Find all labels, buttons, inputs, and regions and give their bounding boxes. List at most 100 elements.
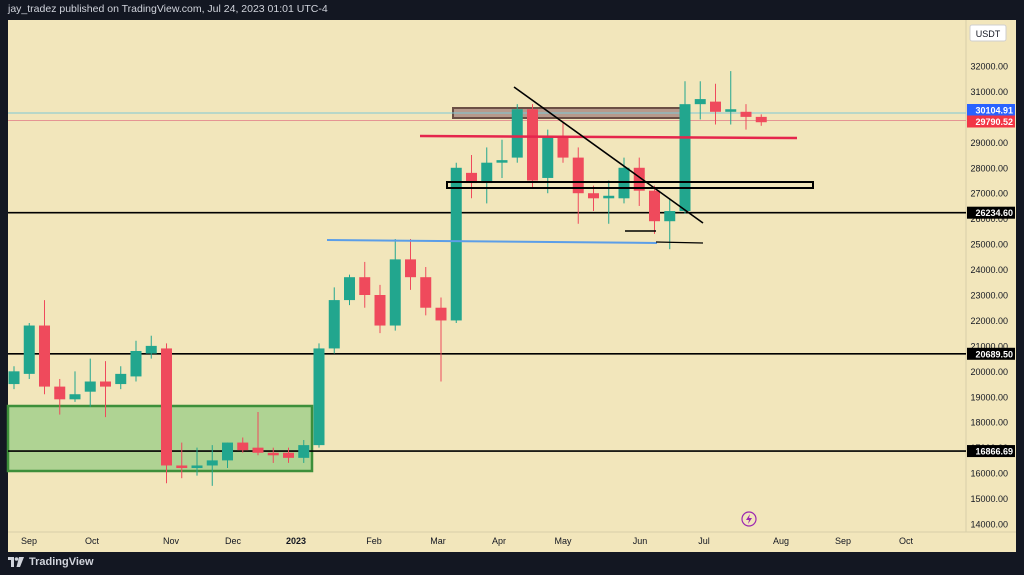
candle-body[interactable] bbox=[725, 109, 737, 112]
price-axis[interactable]: 14000.0015000.0016000.0017000.0018000.00… bbox=[967, 62, 1015, 530]
candle-body[interactable] bbox=[344, 277, 355, 301]
candle-body[interactable] bbox=[130, 350, 142, 377]
overlays-layer bbox=[326, 86, 814, 244]
candle-body[interactable] bbox=[145, 345, 157, 354]
candle-body[interactable] bbox=[313, 348, 325, 446]
candle-body[interactable] bbox=[39, 325, 50, 387]
price-label-badge[interactable] bbox=[967, 347, 1015, 360]
candle-body[interactable] bbox=[679, 104, 691, 212]
candle-body[interactable] bbox=[237, 442, 249, 451]
blue-support-line[interactable] bbox=[326, 239, 658, 244]
candle-body[interactable] bbox=[328, 300, 340, 349]
candle-body[interactable] bbox=[466, 172, 477, 184]
demand-zone-box[interactable] bbox=[6, 404, 314, 473]
publisher-attribution: jay_tradez published on TradingView.com,… bbox=[8, 3, 328, 15]
candle-body[interactable] bbox=[389, 259, 401, 326]
price-label-badge[interactable] bbox=[967, 115, 1015, 128]
candle-body[interactable] bbox=[100, 381, 111, 387]
candle-body[interactable] bbox=[206, 460, 218, 466]
x-tick-label: Apr bbox=[492, 536, 506, 546]
x-tick-label: Oct bbox=[899, 536, 914, 546]
candle-body[interactable] bbox=[23, 325, 35, 374]
candle-body[interactable] bbox=[618, 167, 630, 199]
x-tick-label: Aug bbox=[773, 536, 789, 546]
y-tick-label: 31000.00 bbox=[970, 87, 1008, 97]
candle-body[interactable] bbox=[374, 295, 386, 326]
price-label-text: 29790.52 bbox=[975, 117, 1013, 127]
y-tick-label: 27000.00 bbox=[970, 189, 1008, 199]
candles-layer bbox=[8, 71, 767, 486]
currency-badge[interactable] bbox=[969, 24, 1007, 42]
candle-body[interactable] bbox=[8, 371, 20, 385]
time-axis[interactable]: Sep Oct Nov Dec 2023 Feb Mar Apr May Jun Jul Aug Sep… bbox=[21, 536, 914, 546]
x-tick-label: Nov bbox=[163, 536, 180, 546]
candle-body[interactable] bbox=[161, 348, 172, 466]
short-support-line[interactable] bbox=[655, 241, 704, 244]
candle-body[interactable] bbox=[572, 157, 584, 194]
y-tick-label: 26000.00 bbox=[970, 214, 1008, 224]
x-tick-label: May bbox=[554, 536, 572, 546]
price-label-badge[interactable] bbox=[967, 445, 1015, 458]
brand-label: TradingView bbox=[29, 556, 94, 568]
candle-body[interactable] bbox=[435, 307, 447, 321]
x-tick-label: Feb bbox=[366, 536, 382, 546]
y-tick-label: 16000.00 bbox=[970, 469, 1008, 479]
tradingview-brand[interactable]: TradingView bbox=[8, 556, 94, 568]
y-tick-label: 28000.00 bbox=[970, 163, 1008, 173]
candle-body[interactable] bbox=[603, 195, 615, 199]
candle-body[interactable] bbox=[664, 211, 676, 222]
y-tick-label: 24000.00 bbox=[970, 265, 1008, 275]
y-tick-label: 32000.00 bbox=[970, 62, 1008, 72]
candle-body[interactable] bbox=[450, 167, 462, 321]
candle-body[interactable] bbox=[252, 447, 264, 453]
candle-body[interactable] bbox=[496, 160, 508, 163]
candle-body[interactable] bbox=[54, 386, 66, 400]
candle-body[interactable] bbox=[191, 465, 203, 469]
candle-body[interactable] bbox=[694, 99, 706, 105]
price-label-badge[interactable] bbox=[967, 104, 1015, 116]
candle-body[interactable] bbox=[542, 137, 554, 178]
y-tick-label: 18000.00 bbox=[970, 418, 1008, 428]
candle-body[interactable] bbox=[115, 373, 127, 385]
x-tick-label: Dec bbox=[225, 536, 242, 546]
candle-body[interactable] bbox=[481, 162, 493, 184]
candle-body[interactable] bbox=[84, 381, 96, 392]
price-label-text: 26234.60 bbox=[975, 208, 1013, 218]
x-tick-label: 2023 bbox=[286, 536, 306, 546]
x-tick-label: Sep bbox=[835, 536, 851, 546]
x-tick-label: Jul bbox=[698, 536, 710, 546]
candle-body[interactable] bbox=[405, 259, 416, 278]
candle-body[interactable] bbox=[588, 193, 599, 199]
y-tick-label: 19000.00 bbox=[970, 392, 1008, 402]
candle-body[interactable] bbox=[649, 190, 660, 222]
candle-body[interactable] bbox=[740, 111, 752, 117]
candle-body[interactable] bbox=[283, 452, 294, 458]
black-level-box[interactable] bbox=[446, 181, 814, 189]
tradingview-logo-icon bbox=[8, 557, 24, 567]
drawings-layer bbox=[6, 107, 966, 473]
y-tick-label: 22000.00 bbox=[970, 316, 1008, 326]
candle-body[interactable] bbox=[511, 109, 523, 158]
lightning-icon[interactable] bbox=[741, 511, 757, 527]
y-tick-label: 14000.00 bbox=[970, 520, 1008, 530]
candle-body[interactable] bbox=[710, 101, 721, 112]
candle-body[interactable] bbox=[298, 445, 310, 458]
x-tick-label: Jun bbox=[633, 536, 648, 546]
candle-body[interactable] bbox=[557, 137, 569, 158]
candle-body[interactable] bbox=[69, 394, 81, 400]
y-tick-label: 29000.00 bbox=[970, 138, 1008, 148]
candle-body[interactable] bbox=[527, 109, 538, 181]
candle-body[interactable] bbox=[755, 116, 767, 123]
footer-bar: TradingView bbox=[0, 552, 1024, 575]
candle-body[interactable] bbox=[633, 167, 645, 191]
candle-body[interactable] bbox=[267, 452, 279, 456]
x-tick-label: Sep bbox=[21, 536, 37, 546]
price-label-badge[interactable] bbox=[967, 206, 1015, 219]
candle-body[interactable] bbox=[420, 277, 432, 308]
candlestick-chart[interactable]: 14000.0015000.0016000.0017000.0018000.00… bbox=[0, 0, 1024, 552]
candle-body[interactable] bbox=[222, 442, 233, 461]
red-resistance-line[interactable] bbox=[419, 134, 798, 140]
descending-trendline[interactable] bbox=[513, 86, 704, 224]
candle-body[interactable] bbox=[176, 465, 188, 469]
candle-body[interactable] bbox=[359, 277, 371, 295]
